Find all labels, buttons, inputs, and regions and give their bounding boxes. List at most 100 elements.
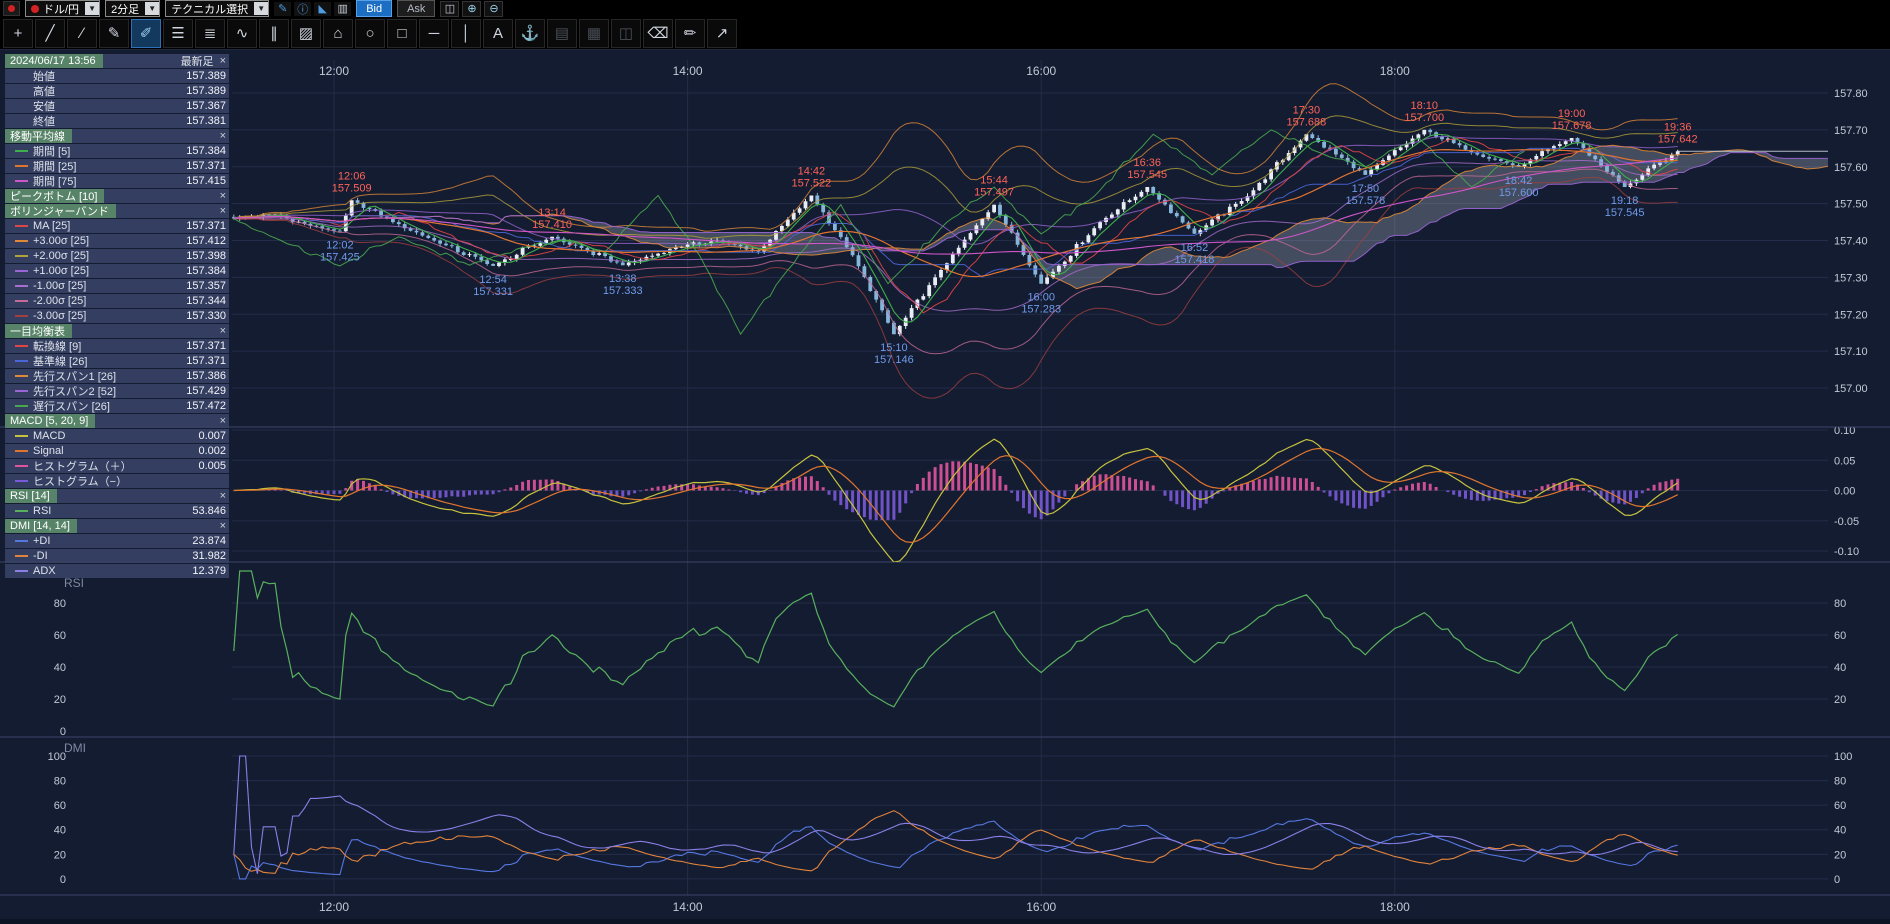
indicator-section-header: RSI [14] × (5, 489, 229, 503)
rectangle-tool[interactable]: □ (387, 18, 417, 48)
bid-button[interactable]: Bid (356, 0, 393, 17)
series-color-swatch (15, 300, 28, 302)
svg-text:16:00: 16:00 (1027, 292, 1055, 304)
horizontal-lines-tool[interactable]: ☰ (163, 18, 193, 48)
series-color-swatch (15, 360, 28, 362)
timeframe-select[interactable]: 2分足 ▼ (105, 0, 161, 17)
marker-tool[interactable]: ✐ (131, 18, 161, 48)
svg-text:16:00: 16:00 (1026, 900, 1056, 914)
svg-text:18:10: 18:10 (1411, 100, 1439, 112)
app-icon (3, 1, 20, 16)
indicator-row: 先行スパン1 [26] 157.386 (5, 369, 229, 383)
freehand-line-tool[interactable]: ✎ (99, 18, 129, 48)
indicator-label: +DI (33, 535, 51, 547)
anchor-tool[interactable]: ⚓ (515, 18, 545, 48)
channel-tool[interactable]: ∥ (259, 18, 289, 48)
trendline-tool[interactable]: ╱ (35, 18, 65, 48)
svg-text:18:42: 18:42 (1505, 175, 1533, 187)
svg-text:20: 20 (54, 849, 66, 861)
chevron-down-icon[interactable]: ▼ (254, 2, 269, 15)
share-tool[interactable]: ↗ (707, 18, 737, 48)
pair-select[interactable]: ドル/円 ▼ (25, 0, 101, 17)
horizontal-line-tool[interactable]: ─ (419, 18, 449, 48)
vertical-line-tool[interactable]: │ (451, 18, 481, 48)
svg-text:14:42: 14:42 (798, 166, 826, 178)
text-tool[interactable]: A (483, 18, 513, 48)
svg-text:157.331: 157.331 (473, 286, 513, 298)
indicator-value: 53.846 (192, 505, 226, 517)
close-icon[interactable]: × (219, 520, 226, 532)
series-color-swatch (15, 450, 28, 452)
ellipse-tool[interactable]: ○ (355, 18, 385, 48)
svg-text:16:52: 16:52 (1181, 242, 1209, 254)
svg-text:19:18: 19:18 (1611, 195, 1639, 207)
indicator-row: -1.00σ [25] 157.357 (5, 279, 229, 293)
zoom-in-icon[interactable]: ⊕ (462, 0, 482, 17)
indicator-value: 157.389 (186, 85, 226, 97)
draw-pencil-icon[interactable]: ✎ (274, 1, 292, 16)
indicator-label: MA [25] (33, 220, 71, 232)
info-icon[interactable]: ⓘ (294, 1, 312, 16)
indicator-value: 157.415 (186, 175, 226, 187)
indicator-value: 157.330 (186, 310, 226, 322)
spacer (15, 120, 28, 122)
indicator-value: 157.472 (186, 400, 226, 412)
close-icon[interactable]: × (219, 190, 226, 202)
close-icon[interactable]: × (219, 55, 226, 67)
indicator-row: 遅行スパン [26] 157.472 (5, 399, 229, 413)
svg-text:19:00: 19:00 (1558, 108, 1586, 120)
svg-text:80: 80 (54, 776, 66, 788)
indicator-row: 基準線 [26] 157.371 (5, 354, 229, 368)
indicator-value: 157.389 (186, 70, 226, 82)
chevron-down-icon[interactable]: ▼ (85, 2, 100, 15)
indicator-row: Signal 0.002 (5, 444, 229, 458)
ask-button[interactable]: Ask (397, 0, 436, 17)
chart-range-icon[interactable]: ◫ (440, 0, 460, 17)
polygon-tool[interactable]: ⌂ (323, 18, 353, 48)
zoom-out-icon[interactable]: ⊖ (484, 0, 504, 17)
latest-candle-date: 2024/06/17 13:56 (5, 54, 103, 68)
hatch-tool[interactable]: ▨ (291, 18, 321, 48)
right-icons: ◫ ⊕ ⊖ (440, 0, 504, 17)
close-icon[interactable]: × (219, 325, 226, 337)
indicator-value: 31.982 (192, 550, 226, 562)
indicator-label: ヒストグラム（＋） (33, 461, 132, 473)
area-chart-icon[interactable]: ◣ (314, 1, 332, 16)
crosshair-tool[interactable]: + (3, 18, 33, 48)
svg-text:0: 0 (1834, 874, 1840, 886)
svg-text:16:36: 16:36 (1134, 157, 1162, 169)
svg-text:13:38: 13:38 (609, 273, 637, 285)
edit-settings-tool[interactable]: ✏ (675, 18, 705, 48)
indicator-row: 期間 [5] 157.384 (5, 144, 229, 158)
indicator-label: 遅行スパン [26] (33, 401, 110, 413)
close-icon[interactable]: × (219, 490, 226, 502)
chart-area[interactable]: 157.00 157.10 157.20 157.30 157.40 157.50 157.… (0, 50, 1890, 919)
svg-text:157.20: 157.20 (1834, 309, 1868, 321)
svg-text:12:00: 12:00 (319, 64, 349, 78)
indicator-section-label: MACD [5, 20, 9] (5, 414, 96, 428)
svg-text:157.418: 157.418 (1175, 254, 1215, 266)
latest-candle-row: 2024/06/17 13:56 最新足 × (5, 54, 229, 68)
technical-select[interactable]: テクニカル選択 ▼ (165, 0, 270, 17)
wave-tool[interactable]: ∿ (227, 18, 257, 48)
svg-text:0.05: 0.05 (1834, 455, 1855, 467)
svg-text:157.642: 157.642 (1658, 133, 1698, 145)
series-color-swatch (15, 180, 28, 182)
indicator-section-label: 一目均衡表 (5, 324, 72, 338)
candlestick-icon[interactable]: ▥ (334, 1, 352, 16)
indicator-value: 12.379 (192, 565, 226, 577)
svg-text:0.00: 0.00 (1834, 486, 1855, 498)
fibonacci-tool[interactable]: ≣ (195, 18, 225, 48)
close-icon[interactable]: × (219, 130, 226, 142)
close-icon[interactable]: × (219, 205, 226, 217)
indicator-row: MA [25] 157.371 (5, 219, 229, 233)
series-color-swatch (15, 150, 28, 152)
series-color-swatch (15, 225, 28, 227)
chevron-down-icon[interactable]: ▼ (145, 2, 160, 15)
close-icon[interactable]: × (219, 415, 226, 427)
ray-tool[interactable]: ∕ (67, 18, 97, 48)
svg-text:60: 60 (1834, 800, 1846, 812)
indicator-section-header: 一目均衡表 × (5, 324, 229, 338)
eraser-tool[interactable]: ⌫ (643, 18, 673, 48)
indicator-label: 始値 (33, 71, 55, 83)
